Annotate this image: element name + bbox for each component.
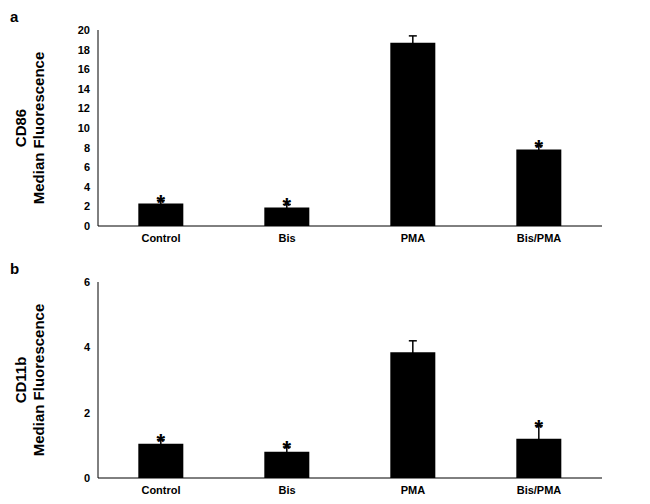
svg-text:*: * xyxy=(157,429,166,454)
svg-text:2: 2 xyxy=(84,200,90,212)
svg-text:Bis/PMA: Bis/PMA xyxy=(517,232,562,244)
svg-text:PMA: PMA xyxy=(401,232,426,244)
svg-text:10: 10 xyxy=(78,122,90,134)
svg-text:6: 6 xyxy=(84,161,90,173)
html-text:Median Fluorescence: Median Fluorescence xyxy=(30,51,47,205)
svg-text:*: * xyxy=(535,135,544,160)
svg-text:Bis: Bis xyxy=(278,484,295,496)
html-text:a: a xyxy=(10,8,19,25)
svg-text:0: 0 xyxy=(84,220,90,232)
svg-text:18: 18 xyxy=(78,44,90,56)
svg-text:*: * xyxy=(157,190,166,215)
svg-text:Control: Control xyxy=(141,484,180,496)
svg-text:16: 16 xyxy=(78,63,90,75)
html-text:Median Fluorescence: Median Fluorescence xyxy=(30,303,47,457)
svg-text:0: 0 xyxy=(84,472,90,484)
svg-text:Control: Control xyxy=(141,232,180,244)
svg-text:*: * xyxy=(283,436,292,461)
svg-text:Bis/PMA: Bis/PMA xyxy=(517,484,562,496)
html-text:b: b xyxy=(10,260,20,277)
svg-text:14: 14 xyxy=(78,83,91,95)
svg-text:6: 6 xyxy=(84,276,90,288)
svg-text:*: * xyxy=(283,193,292,218)
svg-text:12: 12 xyxy=(78,102,90,114)
html-text:CD86: CD86 xyxy=(12,108,29,148)
html-text:CD11b: CD11b xyxy=(12,356,29,404)
svg-text:*: * xyxy=(535,415,544,440)
svg-text:20: 20 xyxy=(78,24,90,36)
svg-text:Bis: Bis xyxy=(278,232,295,244)
svg-text:2: 2 xyxy=(84,407,90,419)
svg-text:8: 8 xyxy=(84,142,90,154)
svg-text:4: 4 xyxy=(84,341,91,353)
svg-text:PMA: PMA xyxy=(401,484,426,496)
svg-text:4: 4 xyxy=(84,181,91,193)
